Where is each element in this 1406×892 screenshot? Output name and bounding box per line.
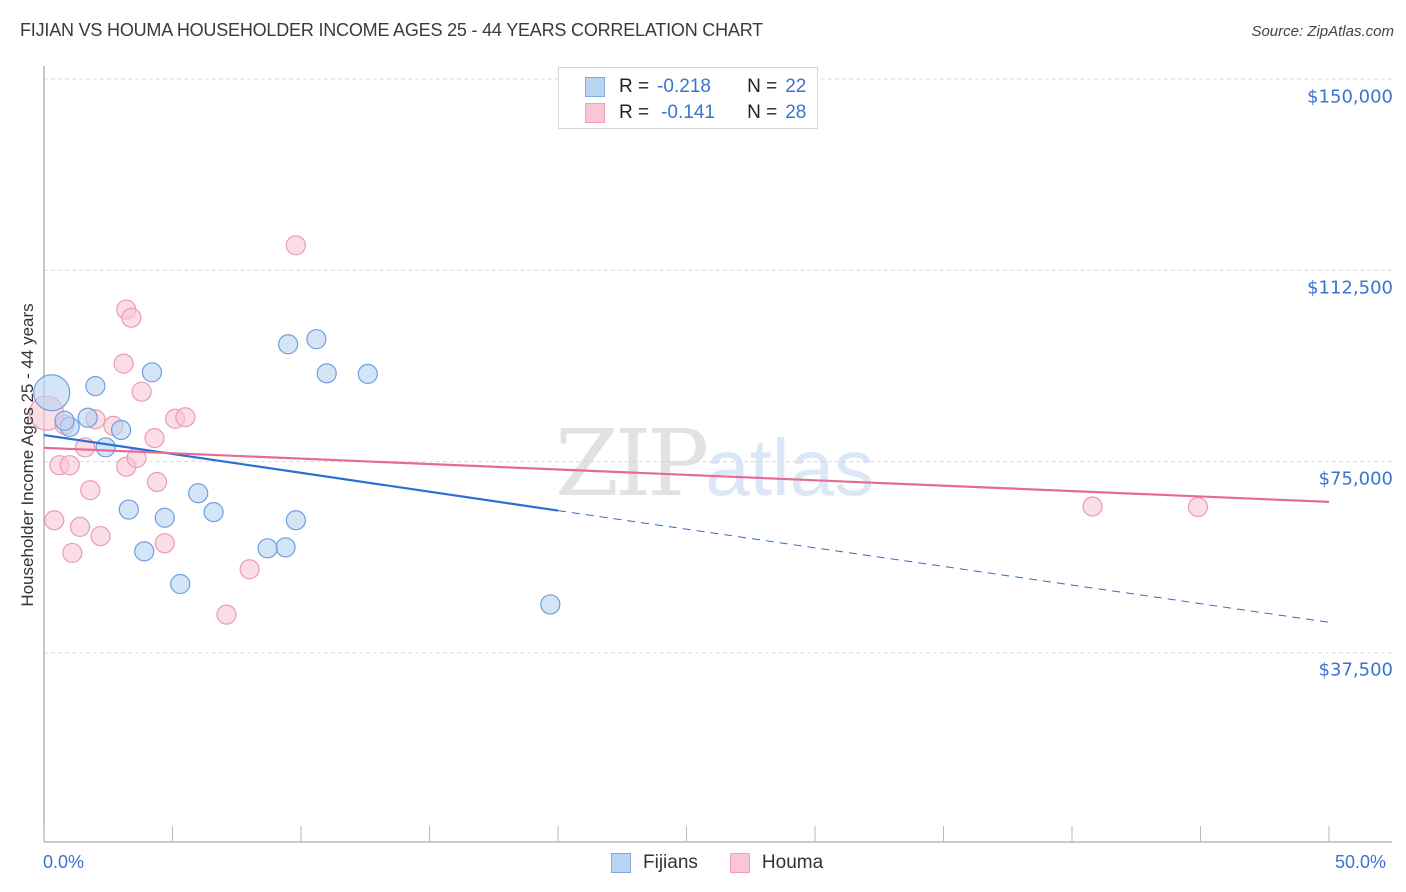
y-tick-75000: $75,000 bbox=[1318, 468, 1393, 490]
houma-point bbox=[113, 353, 134, 374]
r-label: R = bbox=[619, 102, 650, 123]
fijians-point bbox=[54, 410, 75, 431]
houma-point bbox=[146, 471, 168, 493]
houma-points bbox=[28, 235, 1209, 625]
r-value: -0.141 bbox=[661, 102, 715, 123]
fijians-point bbox=[95, 437, 116, 458]
houma-point bbox=[121, 307, 142, 328]
houma-point bbox=[239, 559, 260, 580]
fijians-trendline-extrapolated bbox=[557, 510, 1330, 623]
fijians-point bbox=[85, 376, 106, 397]
houma-point bbox=[1187, 496, 1209, 518]
houma-point bbox=[62, 542, 83, 564]
x-tick-50: 50.0% bbox=[1335, 852, 1387, 872]
fijians-point bbox=[154, 507, 175, 528]
fijians-point bbox=[118, 499, 139, 520]
houma-point bbox=[59, 455, 80, 476]
fijians-points bbox=[33, 329, 561, 615]
fijians-point bbox=[285, 510, 306, 531]
y-tick-112500: $112,500 bbox=[1307, 277, 1393, 299]
source-label: Source: ZipAtlas.com bbox=[1251, 23, 1394, 40]
houma-point bbox=[144, 428, 165, 449]
fijians-point bbox=[275, 537, 296, 558]
houma-point bbox=[44, 510, 65, 531]
legend-item-fijians[interactable]: Fijians bbox=[611, 852, 698, 874]
fijians-point bbox=[110, 419, 132, 441]
legend-label-houma: Houma bbox=[761, 852, 824, 873]
houma-point bbox=[131, 381, 152, 402]
legend-row-fijians: R = -0.218 N = 22 bbox=[585, 76, 806, 98]
houma-point bbox=[80, 480, 101, 501]
houma-point bbox=[69, 516, 91, 537]
r-value: -0.218 bbox=[657, 76, 711, 97]
axes bbox=[43, 66, 1392, 843]
trendlines bbox=[43, 433, 1330, 623]
series-legend: Fijians Houma bbox=[611, 852, 855, 874]
fijians-point bbox=[257, 538, 278, 559]
fijians-point bbox=[141, 362, 163, 383]
legend-row-houma: R = -0.141 N = 28 bbox=[585, 102, 806, 124]
chart-title: FIJIAN VS HOUMA HOUSEHOLDER INCOME AGES … bbox=[20, 20, 763, 40]
fijians-swatch bbox=[611, 853, 631, 873]
houma-trendline bbox=[43, 446, 1330, 503]
n-label: N = bbox=[747, 76, 778, 97]
y-tick-150000: $150,000 bbox=[1307, 86, 1393, 108]
houma-swatch bbox=[729, 853, 750, 873]
fijians-point bbox=[316, 363, 337, 384]
houma-swatch bbox=[585, 103, 605, 123]
n-value: 22 bbox=[785, 76, 807, 97]
correlation-legend: R = -0.218 N = 22 R = -0.141 N = 28 bbox=[558, 67, 818, 129]
r-label: R = bbox=[619, 76, 650, 97]
fijians-point bbox=[170, 573, 191, 595]
n-value: 28 bbox=[785, 102, 807, 123]
fijians-point bbox=[134, 541, 155, 562]
houma-point bbox=[154, 533, 175, 554]
fijians-point bbox=[357, 363, 378, 384]
fijians-trendline bbox=[43, 433, 559, 512]
houma-point bbox=[1082, 496, 1103, 517]
x-tick-0: 0.0% bbox=[43, 852, 85, 872]
fijians-swatch bbox=[585, 77, 605, 97]
houma-point bbox=[216, 604, 237, 625]
watermark: ZIPatlas bbox=[555, 410, 874, 517]
legend-label-fijians: Fijians bbox=[643, 852, 698, 873]
n-label: N = bbox=[747, 102, 778, 123]
houma-point bbox=[175, 407, 196, 428]
fijians-point bbox=[77, 407, 98, 428]
fijians-point bbox=[188, 483, 209, 504]
fijians-point bbox=[33, 374, 71, 412]
fijians-point bbox=[203, 502, 224, 523]
houma-point bbox=[285, 235, 306, 256]
fijians-point bbox=[306, 329, 327, 350]
houma-point bbox=[90, 525, 111, 547]
fijians-point bbox=[278, 334, 299, 355]
watermark-atlas: atlas bbox=[705, 423, 875, 512]
y-axis-label: Householder Income Ages 25 - 44 years bbox=[18, 303, 37, 607]
fijians-point bbox=[540, 594, 561, 615]
watermark-zip: ZIP bbox=[555, 410, 709, 517]
y-tick-37500: $37,500 bbox=[1318, 659, 1393, 681]
legend-item-houma[interactable]: Houma bbox=[729, 852, 824, 874]
